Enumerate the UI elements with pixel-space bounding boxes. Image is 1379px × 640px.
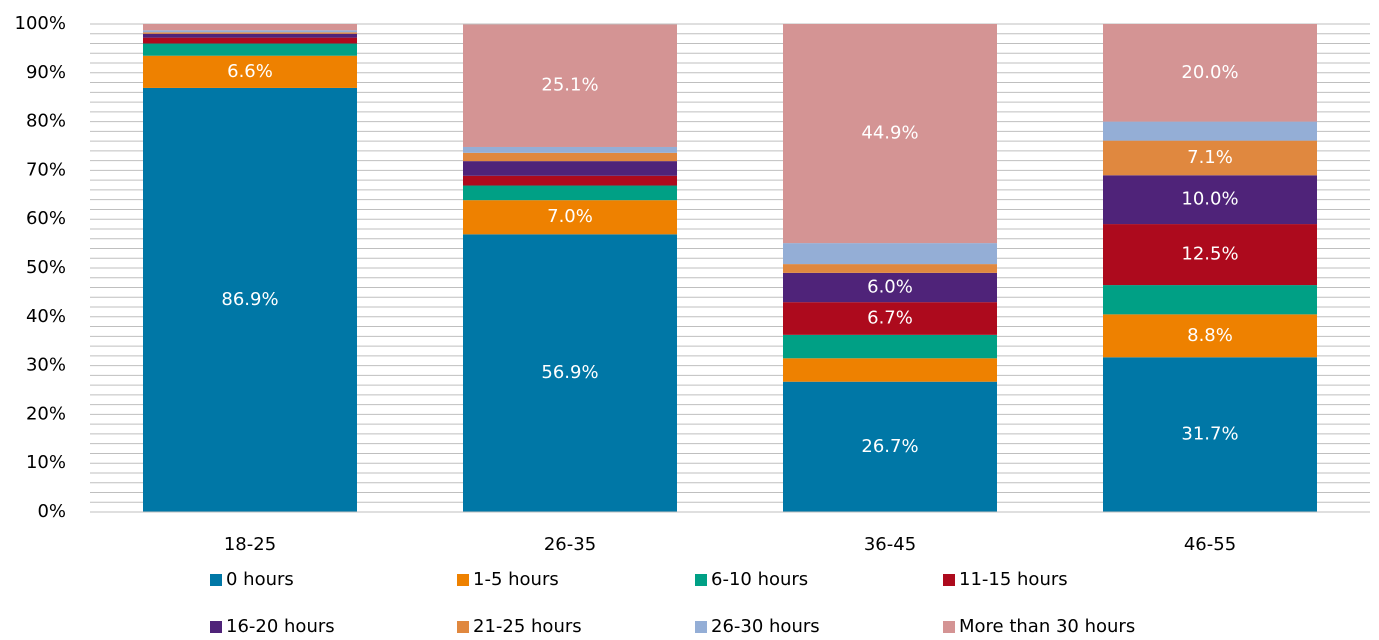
- legend-label: 6-10 hours: [711, 569, 808, 590]
- bar-segment: [783, 358, 997, 382]
- data-label: 26.7%: [861, 436, 918, 457]
- legend-swatch: [210, 621, 222, 633]
- legend-label: 26-30 hours: [711, 616, 820, 637]
- legend-swatch: [210, 574, 222, 586]
- bar-segment: [143, 43, 357, 56]
- data-label: 31.7%: [1181, 424, 1238, 445]
- data-label: 6.0%: [867, 277, 913, 298]
- y-tick-label: 50%: [26, 257, 66, 278]
- y-tick-label: 10%: [26, 452, 66, 473]
- y-tick-label: 90%: [26, 62, 66, 83]
- bar-segment: [143, 30, 357, 33]
- y-tick-label: 40%: [26, 306, 66, 327]
- data-label: 7.1%: [1187, 147, 1233, 168]
- legend-swatch: [695, 574, 707, 586]
- data-label: 56.9%: [541, 362, 598, 383]
- bar-segment: [783, 381, 997, 512]
- legend-label: 21-25 hours: [473, 616, 582, 637]
- bar-segment: [143, 87, 357, 512]
- y-tick-label: 100%: [15, 13, 66, 34]
- legend-swatch: [457, 574, 469, 586]
- data-label: 10.0%: [1181, 189, 1238, 210]
- bar-segment: [143, 24, 357, 31]
- bar-segment: [1103, 224, 1317, 286]
- bar-segment: [463, 161, 677, 176]
- bar-segment: [1103, 314, 1317, 358]
- bar-segment: [1103, 121, 1317, 141]
- y-tick-label: 0%: [37, 501, 66, 522]
- y-tick-label: 20%: [26, 403, 66, 424]
- bar-segment: [143, 37, 357, 44]
- x-tick-label: 36-45: [864, 534, 916, 555]
- bar-segment: [463, 152, 677, 162]
- bar-segment: [463, 24, 677, 147]
- bar-segment: [783, 272, 997, 303]
- bar-segment: [143, 55, 357, 88]
- bar-segment: [463, 185, 677, 201]
- bar-segment: [1103, 24, 1317, 122]
- data-label: 86.9%: [221, 289, 278, 310]
- x-tick-label: 46-55: [1184, 534, 1236, 555]
- legend-swatch: [943, 621, 955, 633]
- x-tick-label: 26-35: [544, 534, 596, 555]
- bar-segment: [1103, 140, 1317, 176]
- legend-label: 16-20 hours: [226, 616, 335, 637]
- legend-swatch: [943, 574, 955, 586]
- data-label: 25.1%: [541, 75, 598, 96]
- legend-swatch: [695, 621, 707, 633]
- data-label: 8.8%: [1187, 325, 1233, 346]
- bar-segment: [783, 334, 997, 359]
- data-label: 6.6%: [227, 61, 273, 82]
- bar-segment: [1103, 357, 1317, 512]
- y-tick-label: 60%: [26, 208, 66, 229]
- legend-swatch: [457, 621, 469, 633]
- bar-segment: [463, 175, 677, 186]
- bar-segment: [1103, 175, 1317, 225]
- y-tick-label: 70%: [26, 159, 66, 180]
- data-label: 12.5%: [1181, 244, 1238, 265]
- bar-segment: [143, 33, 357, 38]
- bar-segment: [143, 32, 357, 34]
- data-label: 44.9%: [861, 123, 918, 144]
- legend-label: 0 hours: [226, 569, 294, 590]
- bar-segment: [1103, 285, 1317, 315]
- bar-segment: [463, 200, 677, 235]
- bar-segment: [463, 234, 677, 512]
- y-tick-label: 30%: [26, 355, 66, 376]
- bar-segment: [783, 243, 997, 265]
- y-tick-label: 80%: [26, 111, 66, 132]
- bar-segment: [783, 24, 997, 244]
- data-label: 7.0%: [547, 206, 593, 227]
- legend-label: More than 30 hours: [959, 616, 1135, 637]
- bar-segment: [783, 264, 997, 273]
- data-label: 6.7%: [867, 308, 913, 329]
- bar-segment: [463, 146, 677, 153]
- legend-label: 11-15 hours: [959, 569, 1068, 590]
- data-label: 20.0%: [1181, 62, 1238, 83]
- x-tick-label: 18-25: [224, 534, 276, 555]
- bar-segment: [783, 302, 997, 335]
- legend-label: 1-5 hours: [473, 569, 559, 590]
